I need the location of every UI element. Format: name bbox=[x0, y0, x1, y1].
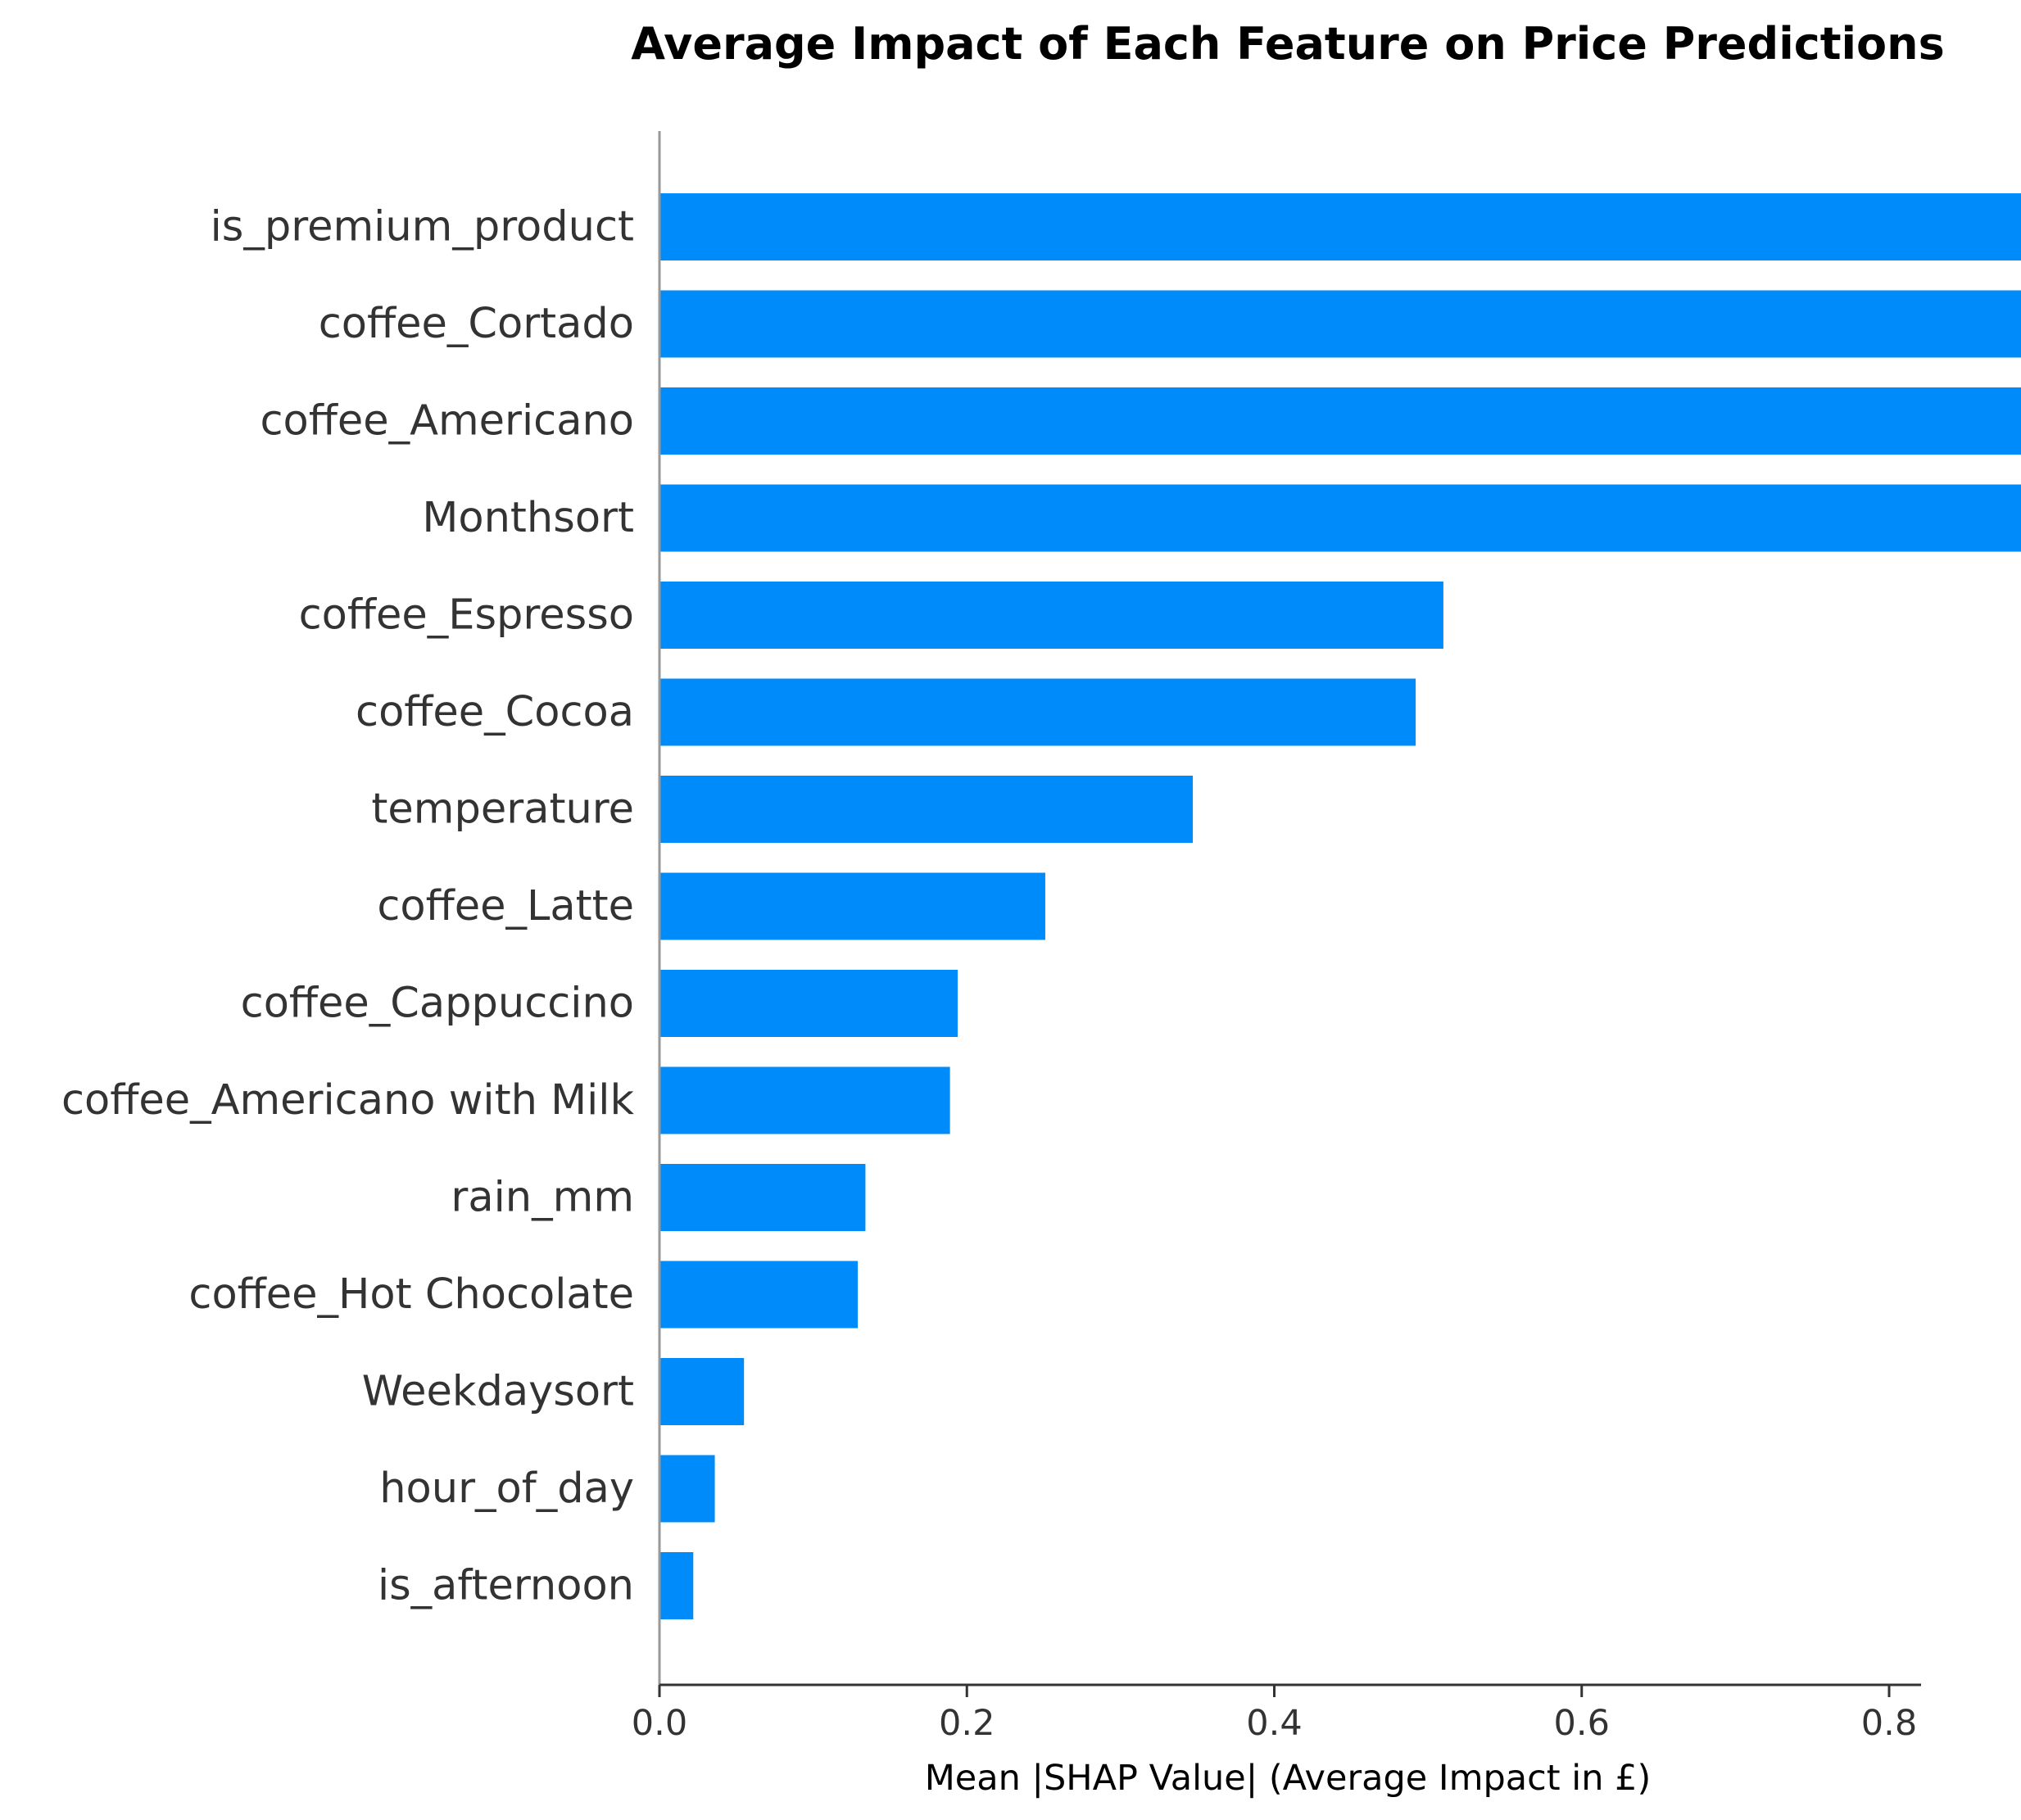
category-label: coffee_Latte bbox=[377, 882, 634, 930]
bar bbox=[659, 290, 2021, 358]
x-tick-label: 0.8 bbox=[1861, 1703, 1917, 1744]
x-axis-ticks: 0.00.20.40.60.81.01.21.41.6 bbox=[632, 1685, 1917, 1744]
bar bbox=[659, 1552, 694, 1619]
bar bbox=[659, 776, 1194, 843]
bar bbox=[659, 387, 2021, 455]
bar bbox=[659, 1358, 745, 1425]
category-label: coffee_Cortado bbox=[319, 300, 634, 348]
bar bbox=[659, 582, 1443, 649]
category-label: coffee_Espresso bbox=[299, 591, 634, 640]
bar bbox=[659, 1164, 866, 1231]
category-label: coffee_Americano with Milk bbox=[61, 1076, 634, 1125]
category-labels: is_premium_product coffee_Cortado coffee_A… bbox=[61, 203, 634, 1610]
category-label: is_afternoon bbox=[378, 1562, 634, 1610]
category-label: rain_mm bbox=[451, 1174, 634, 1222]
bar bbox=[659, 970, 958, 1037]
bar bbox=[659, 1261, 859, 1329]
bar bbox=[659, 193, 2021, 260]
category-label: coffee_Americano bbox=[260, 397, 634, 446]
category-label: hour_of_day bbox=[379, 1465, 634, 1513]
bar bbox=[659, 872, 1045, 940]
category-label: coffee_Hot Chocolate bbox=[188, 1270, 634, 1319]
category-label: is_premium_product bbox=[211, 203, 634, 251]
category-label: Monthsort bbox=[422, 494, 634, 542]
bar bbox=[659, 484, 2021, 552]
category-label: temperature bbox=[371, 785, 634, 834]
x-axis-label: Mean |SHAP Value| (Average Impact in £) bbox=[925, 1758, 1652, 1799]
category-label: coffee_Cappuccino bbox=[241, 980, 634, 1028]
category-label: coffee_Cocoa bbox=[356, 688, 634, 736]
x-tick-label: 0.2 bbox=[939, 1703, 995, 1744]
x-tick-label: 0.6 bbox=[1554, 1703, 1610, 1744]
x-tick-label: 0.0 bbox=[632, 1703, 687, 1744]
bar bbox=[659, 678, 1416, 746]
bars-layer bbox=[659, 193, 2021, 1619]
x-tick-label: 0.4 bbox=[1246, 1703, 1302, 1744]
bar bbox=[659, 1066, 950, 1134]
chart-title: Average Impact of Each Feature on Price … bbox=[631, 18, 1944, 70]
bar bbox=[659, 1455, 715, 1523]
category-label: Weekdaysort bbox=[362, 1368, 634, 1416]
